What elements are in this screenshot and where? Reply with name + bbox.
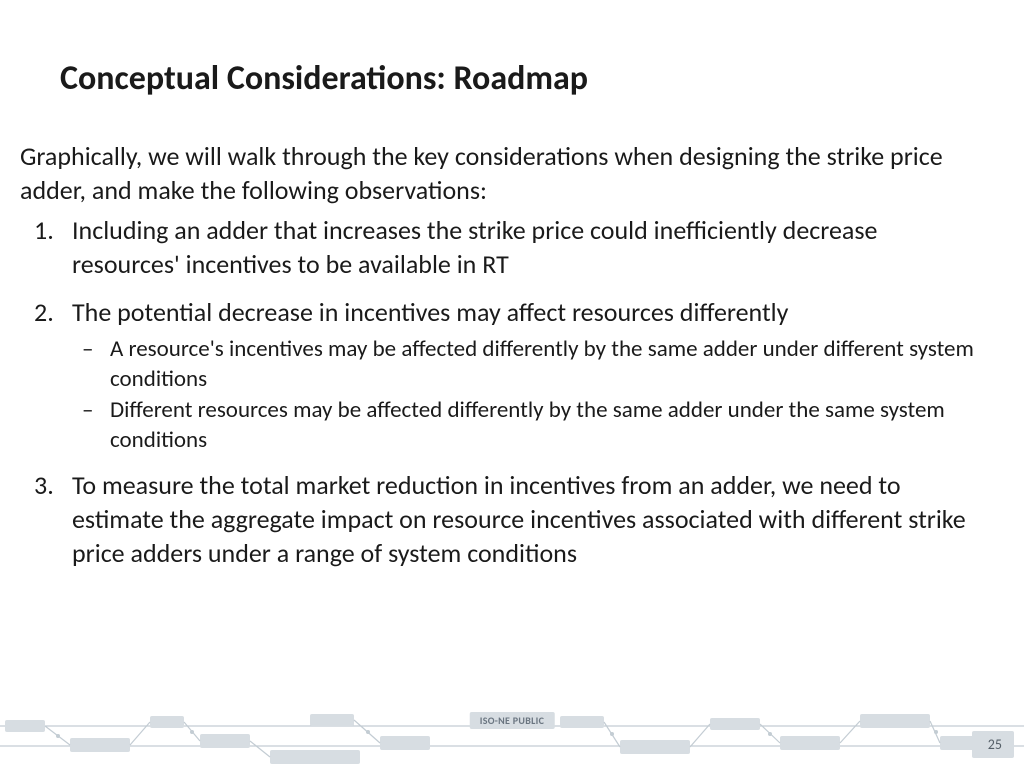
- numbered-list: Including an adder that increases the st…: [20, 214, 984, 585]
- list-item: To measure the total market reduction in…: [20, 469, 984, 570]
- footer-classification-label: ISO-NE PUBLIC: [470, 712, 555, 729]
- list-item-text: To measure the total market reduction in…: [72, 469, 966, 569]
- sub-list-item: Different resources may be affected diff…: [72, 396, 984, 455]
- list-item: The potential decrease in incentives may…: [20, 296, 984, 456]
- page-number: 25: [972, 731, 1014, 758]
- sub-list-item: A resource's incentives may be affected …: [72, 335, 984, 394]
- slide: Conceptual Considerations: Roadmap Graph…: [0, 0, 1024, 768]
- slide-title: Conceptual Considerations: Roadmap: [60, 58, 588, 99]
- list-item-text: Including an adder that increases the st…: [72, 214, 877, 280]
- intro-paragraph: Graphically, we will walk through the ke…: [20, 140, 984, 208]
- footer-decoration: ISO-NE PUBLIC 25: [0, 706, 1024, 768]
- sub-list: A resource's incentives may be affected …: [72, 335, 984, 455]
- list-item: Including an adder that increases the st…: [20, 214, 984, 282]
- list-item-text: The potential decrease in incentives may…: [72, 296, 788, 328]
